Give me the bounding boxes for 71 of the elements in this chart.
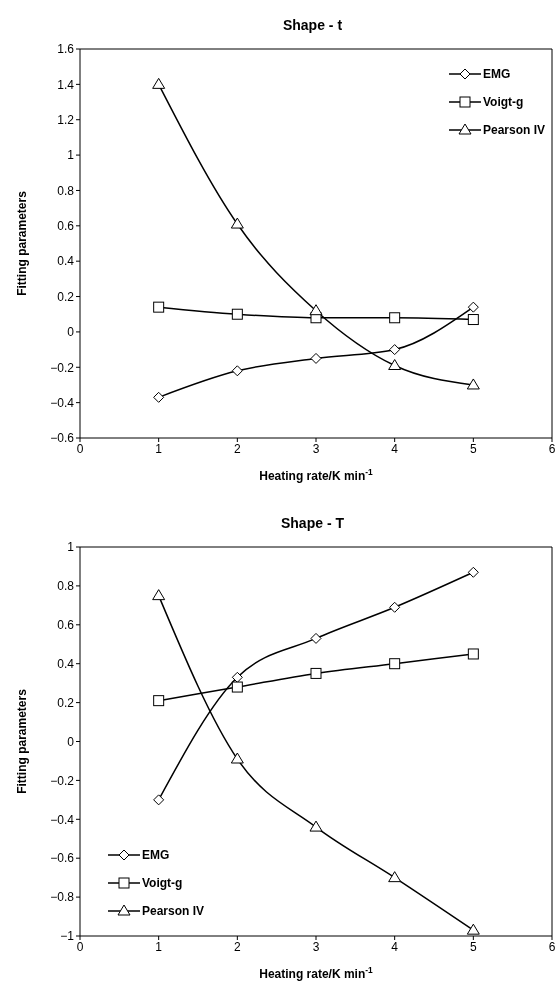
point xyxy=(152,589,166,601)
legend-label: EMG xyxy=(482,67,511,81)
y-tick-label: −0.2 xyxy=(50,773,75,788)
y-tick-label: −0.8 xyxy=(50,890,75,905)
y-tick-label: 0.6 xyxy=(57,219,75,234)
point xyxy=(153,695,165,707)
x-tick-label: 5 xyxy=(469,441,477,456)
x-tick-label: 1 xyxy=(155,441,163,456)
point xyxy=(310,632,322,644)
chart-title: Shape - t xyxy=(282,17,343,33)
point xyxy=(388,359,402,370)
legend-label: EMG xyxy=(142,848,170,862)
x-tick-label: 2 xyxy=(233,939,241,954)
point xyxy=(310,352,322,364)
y-tick-label: 0.4 xyxy=(57,656,75,671)
point xyxy=(309,820,323,832)
y-tick-label: 0 xyxy=(67,734,75,749)
point xyxy=(467,648,479,660)
y-tick-label: 0.6 xyxy=(57,618,75,633)
point xyxy=(466,378,480,390)
y-tick-label: 1.2 xyxy=(57,112,75,127)
point xyxy=(389,312,401,324)
point xyxy=(153,301,165,313)
x-tick-label: 1 xyxy=(155,939,163,954)
y-tick-label: −0.2 xyxy=(50,360,75,375)
legend-label: Voigt-g xyxy=(142,876,183,890)
point xyxy=(231,365,243,377)
point xyxy=(309,304,323,316)
x-tick-label: 5 xyxy=(469,939,477,954)
point xyxy=(231,308,243,320)
point xyxy=(389,658,401,670)
legend-label: Pearson IV xyxy=(482,123,545,137)
point xyxy=(467,314,479,326)
point xyxy=(230,217,244,229)
x-tick-label: 3 xyxy=(312,441,320,456)
y-tick-label: −0.4 xyxy=(50,395,75,410)
point xyxy=(466,923,480,935)
point xyxy=(152,77,166,89)
x-tick-label: 2 xyxy=(233,441,241,456)
y-tick-label: 0.4 xyxy=(57,254,75,269)
y-tick-label: 1.6 xyxy=(57,42,75,57)
point xyxy=(389,344,401,356)
y-tick-label: 1 xyxy=(67,540,75,555)
x-tick-label: 4 xyxy=(391,441,399,456)
x-axis-title: Heating rate/K min$^{-1}$ xyxy=(259,965,374,981)
x-tick-label: 4 xyxy=(391,939,399,954)
y-axis-title: Fitting parameters xyxy=(15,688,29,794)
y-tick-label: 1 xyxy=(67,148,75,163)
y-tick-label: 0.8 xyxy=(57,183,75,198)
chart-title: Shape - T xyxy=(280,515,345,531)
point xyxy=(310,667,322,679)
point xyxy=(388,871,402,883)
y-tick-label: −1 xyxy=(60,929,75,944)
x-axis-title: Heating rate/K min$^{-1}$ xyxy=(259,467,374,483)
y-tick-label: −0.4 xyxy=(50,812,75,827)
point xyxy=(389,601,401,613)
y-tick-label: 1.4 xyxy=(57,77,75,92)
point xyxy=(231,681,243,693)
y-axis-title: Fitting parameters xyxy=(15,190,29,296)
y-tick-label: −0.6 xyxy=(50,851,75,866)
y-tick-label: 0 xyxy=(67,325,75,340)
point xyxy=(230,752,244,764)
legend-label: Pearson IV xyxy=(142,904,205,918)
x-tick-label: 3 xyxy=(312,939,320,954)
x-tick-label: 6 xyxy=(548,939,556,954)
y-tick-label: −0.6 xyxy=(50,431,75,446)
y-tick-label: 0.2 xyxy=(57,289,75,304)
x-tick-label: 6 xyxy=(548,441,556,456)
y-tick-label: 0.2 xyxy=(57,695,75,710)
legend-label: Voigt-g xyxy=(482,95,524,109)
y-tick-label: 0.8 xyxy=(57,579,75,594)
